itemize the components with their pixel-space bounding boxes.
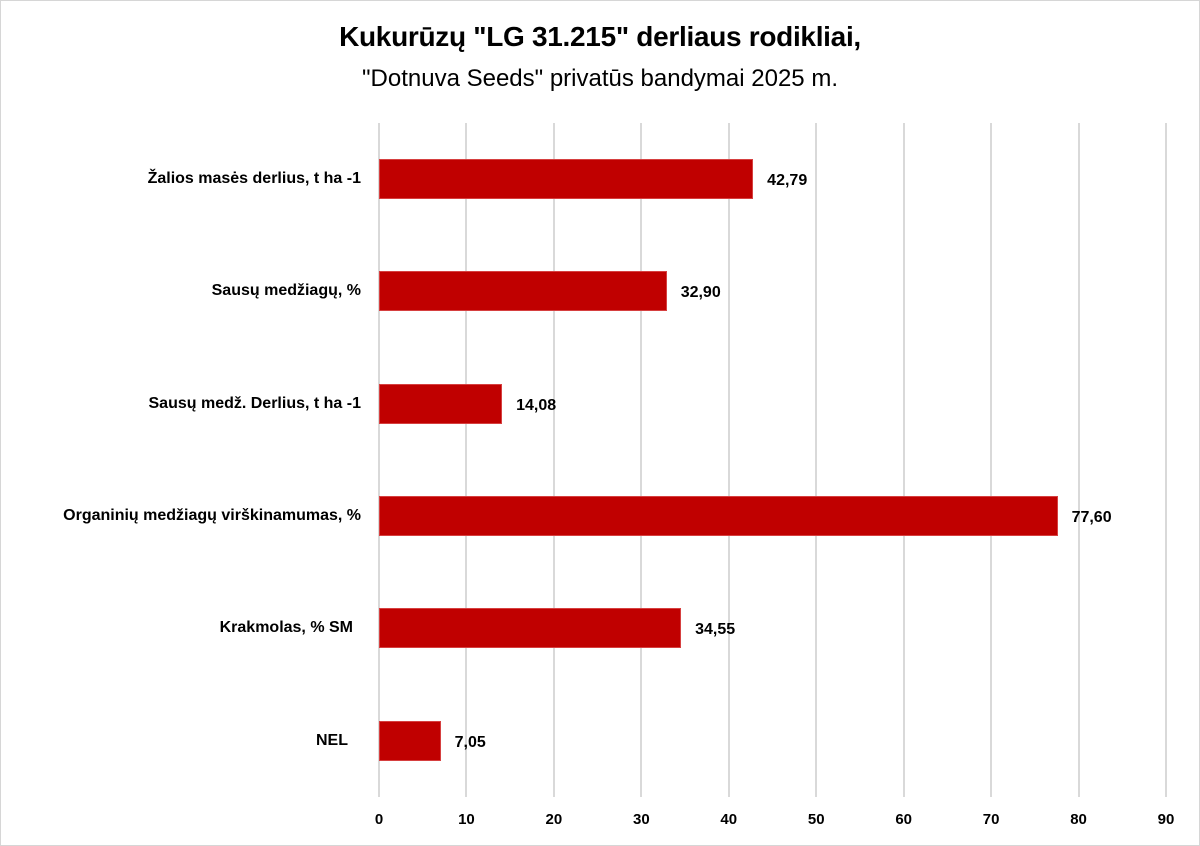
bar[interactable]	[379, 721, 441, 761]
chart-subtitle: "Dotnuva Seeds" privatūs bandymai 2025 m…	[362, 65, 838, 92]
x-tick-label: 10	[458, 811, 475, 828]
bar[interactable]	[379, 496, 1058, 536]
bar-value-label: 14,08	[516, 397, 557, 414]
gridline	[815, 123, 818, 797]
plot-area: 42,79 32,90 14,08 77,60 34,55 7,05	[378, 123, 1167, 797]
bar[interactable]	[379, 384, 503, 424]
category-label: Organinių medžiagų virškinamumas, %	[63, 507, 361, 524]
bar-value-label: 32,90	[680, 284, 721, 301]
x-tick-label: 70	[982, 811, 1000, 828]
gridline	[640, 123, 643, 797]
x-tick-label: 40	[720, 811, 738, 828]
bar-value-label: 42,79	[767, 172, 808, 189]
x-tick-label: 20	[545, 811, 563, 828]
gridline	[1077, 123, 1080, 797]
x-tick-label: 60	[895, 811, 912, 828]
x-tick-label: 90	[1157, 811, 1175, 828]
x-tick-label: 30	[632, 811, 650, 828]
bar-value-label: 34,55	[695, 621, 736, 638]
gridline	[727, 123, 730, 797]
bar[interactable]	[379, 608, 682, 648]
gridline	[902, 123, 905, 797]
x-tick-label: 50	[807, 811, 825, 828]
category-label: NEL	[316, 732, 348, 749]
gridline	[378, 123, 380, 797]
gridline	[465, 123, 468, 797]
category-label: Krakmolas, % SM	[219, 619, 353, 636]
gridline	[1165, 123, 1167, 797]
x-tick-label: 80	[1070, 811, 1087, 828]
bar[interactable]	[379, 271, 667, 311]
category-label: Sausų medžiagų, %	[211, 282, 361, 299]
gridline	[552, 123, 555, 797]
chart-title: Kukurūzų "LG 31.215" derliaus rodikliai,	[339, 21, 861, 52]
bar-value-label: 7,05	[454, 734, 486, 751]
category-label: Žalios masės derlius, t ha -1	[147, 170, 361, 187]
gridline	[990, 123, 993, 797]
x-tick-label: 0	[374, 811, 384, 828]
category-label: Sausų medž. Derlius, t ha -1	[148, 395, 362, 412]
bar-value-label: 77,60	[1071, 509, 1112, 526]
bar[interactable]	[379, 159, 754, 199]
